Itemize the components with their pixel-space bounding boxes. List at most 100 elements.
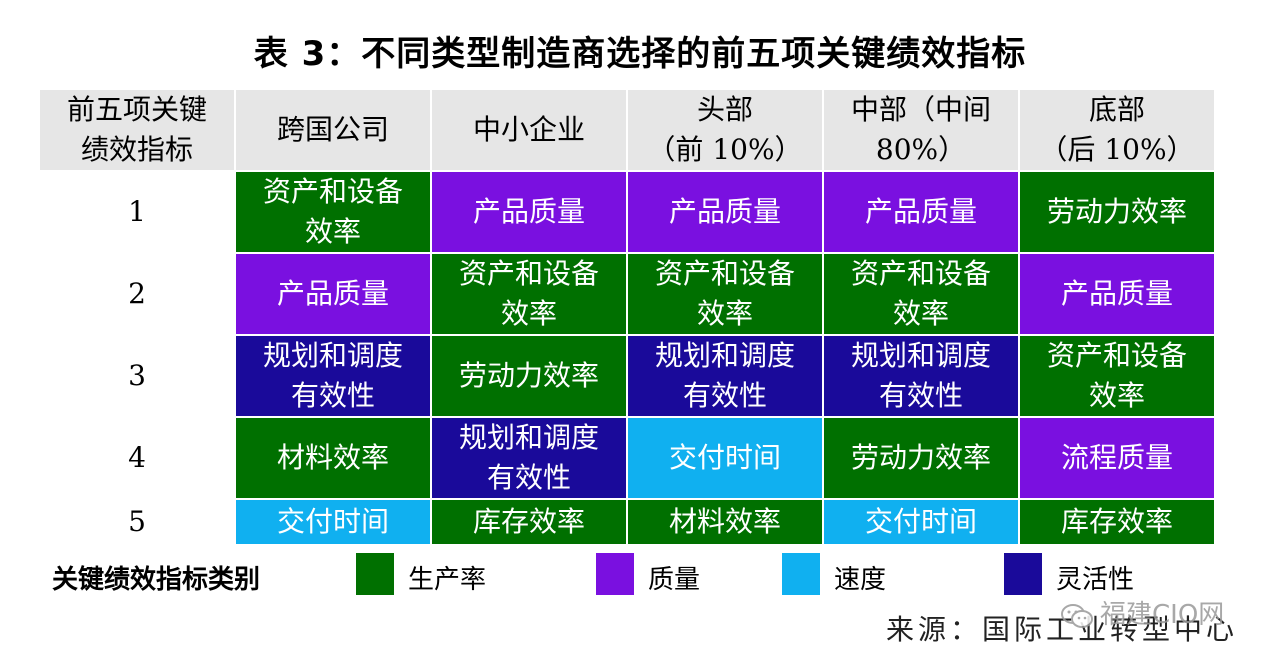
cell-text-line: 效率 (696, 297, 753, 330)
cell-text-line: 劳动力效率 (850, 441, 991, 474)
kpi-cell: 资产和设备 效率 (234, 170, 432, 254)
rank-cell: 1 (38, 170, 236, 254)
cell-text-line: 中小企业 (472, 113, 585, 146)
cell-text-line: 资产和设备 (458, 257, 599, 290)
cell-text-line: 效率 (500, 297, 557, 330)
category-legend: 关键绩效指标类别 生产率 质量 速度 灵活性 (38, 553, 1214, 597)
cell-text-line: 中部（中间 (850, 93, 991, 126)
cell-text-line: 交付时间 (864, 505, 977, 538)
cell-text-line: 绩效指标 (80, 133, 193, 166)
cell-text-line: 资产和设备 (654, 257, 795, 290)
bottom-header: 底部 （后 10%） (1018, 88, 1216, 172)
legend-swatch-speed (782, 553, 820, 595)
cell-text-line: 规划和调度 (850, 339, 991, 372)
kpi-cell: 产品质量 (822, 170, 1020, 254)
cell-text-line: 产品质量 (668, 195, 781, 228)
cell-text-line: 规划和调度 (458, 421, 599, 454)
multinational-header: 跨国公司 (234, 88, 432, 172)
kpi-cell: 产品质量 (626, 170, 824, 254)
legend-swatch-productivity (356, 553, 394, 595)
legend-text-speed: 速度 (834, 565, 887, 595)
kpi-cell: 劳动力效率 (822, 416, 1020, 500)
kpi-cell: 产品质量 (430, 170, 628, 254)
cell-text-line: 资产和设备 (1046, 339, 1187, 372)
cell-text-line: 材料效率 (668, 505, 781, 538)
kpi-cell: 交付时间 (822, 498, 1020, 546)
kpi-cell: 库存效率 (430, 498, 628, 546)
kpi-cell: 库存效率 (1018, 498, 1216, 546)
cell-text-line: 效率 (1088, 379, 1145, 412)
rank-cell: 2 (38, 252, 236, 336)
kpi-cell: 流程质量 (1018, 416, 1216, 500)
sme-header: 中小企业 (430, 88, 628, 172)
cell-text-line: 产品质量 (1060, 277, 1173, 310)
legend-text-quality: 质量 (648, 565, 701, 595)
watermark-text: 福建CIO网 (1100, 600, 1225, 630)
source-note: 来源：国际工业转型中心 (886, 613, 1239, 646)
cell-text-line: 库存效率 (1060, 505, 1173, 538)
cell-text-line: 库存效率 (472, 505, 585, 538)
cell-text-line: 产品质量 (864, 195, 977, 228)
cell-text-line: 资产和设备 (850, 257, 991, 290)
cell-text-line: 产品质量 (472, 195, 585, 228)
kpi-cell: 规划和调度 有效性 (822, 334, 1020, 418)
kpi-cell: 资产和设备 效率 (626, 252, 824, 336)
kpi-cell: 规划和调度 有效性 (430, 416, 628, 500)
cell-text-line: 交付时间 (276, 505, 389, 538)
legend-swatch-quality (596, 553, 634, 595)
kpi-cell: 资产和设备 效率 (1018, 334, 1216, 418)
top-header: 头部 （前 10%） (626, 88, 824, 172)
kpi-cell: 产品质量 (234, 252, 432, 336)
cell-text-line: 有效性 (878, 379, 963, 412)
cell-text-line: 效率 (304, 215, 361, 248)
middle-header: 中部（中间 80%） (822, 88, 1020, 172)
cell-text-line: 有效性 (290, 379, 375, 412)
table-row: 5 交付时间 库存效率 材料效率 交付时间 库存效率 (38, 498, 1216, 546)
cell-text-line: 规划和调度 (654, 339, 795, 372)
kpi-cell: 规划和调度 有效性 (234, 334, 432, 418)
cell-text-line: 产品质量 (276, 277, 389, 310)
cell-text-line: 80%） (875, 133, 967, 166)
legend-text-flexibility: 灵活性 (1056, 565, 1135, 595)
cell-text-line: 流程质量 (1060, 441, 1173, 474)
cell-text-line: 效率 (892, 297, 949, 330)
legend-text-productivity: 生产率 (408, 565, 487, 595)
cell-text-line: 劳动力效率 (458, 359, 599, 392)
cell-text-line: 底部 (1088, 93, 1145, 126)
cell-text-line: 跨国公司 (276, 113, 389, 146)
cell-text-line: 前五项关键 (66, 93, 207, 126)
kpi-cell: 材料效率 (234, 416, 432, 500)
cell-text-line: 有效性 (486, 461, 571, 494)
cell-text-line: 资产和设备 (262, 175, 403, 208)
kpi-cell: 交付时间 (626, 416, 824, 500)
table-row: 3 规划和调度 有效性 劳动力效率 规划和调度 有效性 规划和调度 有效性 资产和设备 效率 (38, 334, 1216, 418)
cell-text-line: 规划和调度 (262, 339, 403, 372)
kpi-header: 前五项关键 绩效指标 (38, 88, 236, 172)
kpi-cell: 劳动力效率 (1018, 170, 1216, 254)
cell-text-line: （后 10%） (1039, 133, 1195, 166)
legend-label: 关键绩效指标类别 (52, 565, 261, 595)
rank-cell: 5 (38, 498, 236, 546)
kpi-cell: 产品质量 (1018, 252, 1216, 336)
kpi-cell: 资产和设备 效率 (430, 252, 628, 336)
page-title: 表 3：不同类型制造商选择的前五项关键绩效指标 (253, 34, 1027, 74)
cell-text-line: 劳动力效率 (1046, 195, 1187, 228)
kpi-table: 前五项关键绩效指标 跨国公司 中小企业 头部 （前 10%） 中部（中间 80%） 底部 （后 … (38, 88, 1216, 546)
legend-swatch-flexibility (1004, 553, 1042, 595)
cell-text-line: （前 10%） (647, 133, 803, 166)
kpi-cell: 材料效率 (626, 498, 824, 546)
cell-text-line: 材料效率 (276, 441, 389, 474)
kpi-cell: 劳动力效率 (430, 334, 628, 418)
table-row: 1 资产和设备 效率 产品质量 产品质量 产品质量 劳动力效率 (38, 170, 1216, 254)
kpi-cell: 资产和设备 效率 (822, 252, 1020, 336)
wechat-icon (1061, 603, 1093, 628)
kpi-cell: 规划和调度 有效性 (626, 334, 824, 418)
table-row: 2 产品质量 资产和设备 效率 资产和设备 效率 资产和设备 效率 产品质量 (38, 252, 1216, 336)
watermark: 福建CIO网 (1060, 594, 1224, 631)
cell-text-line: 交付时间 (668, 441, 781, 474)
cell-text-line: 有效性 (682, 379, 767, 412)
kpi-cell: 交付时间 (234, 498, 432, 546)
table-row: 4 材料效率 规划和调度有效性 交付时间 劳动力效率 流程质量 (38, 416, 1216, 500)
cell-text-line: 头部 (696, 93, 753, 126)
rank-cell: 4 (38, 416, 236, 500)
